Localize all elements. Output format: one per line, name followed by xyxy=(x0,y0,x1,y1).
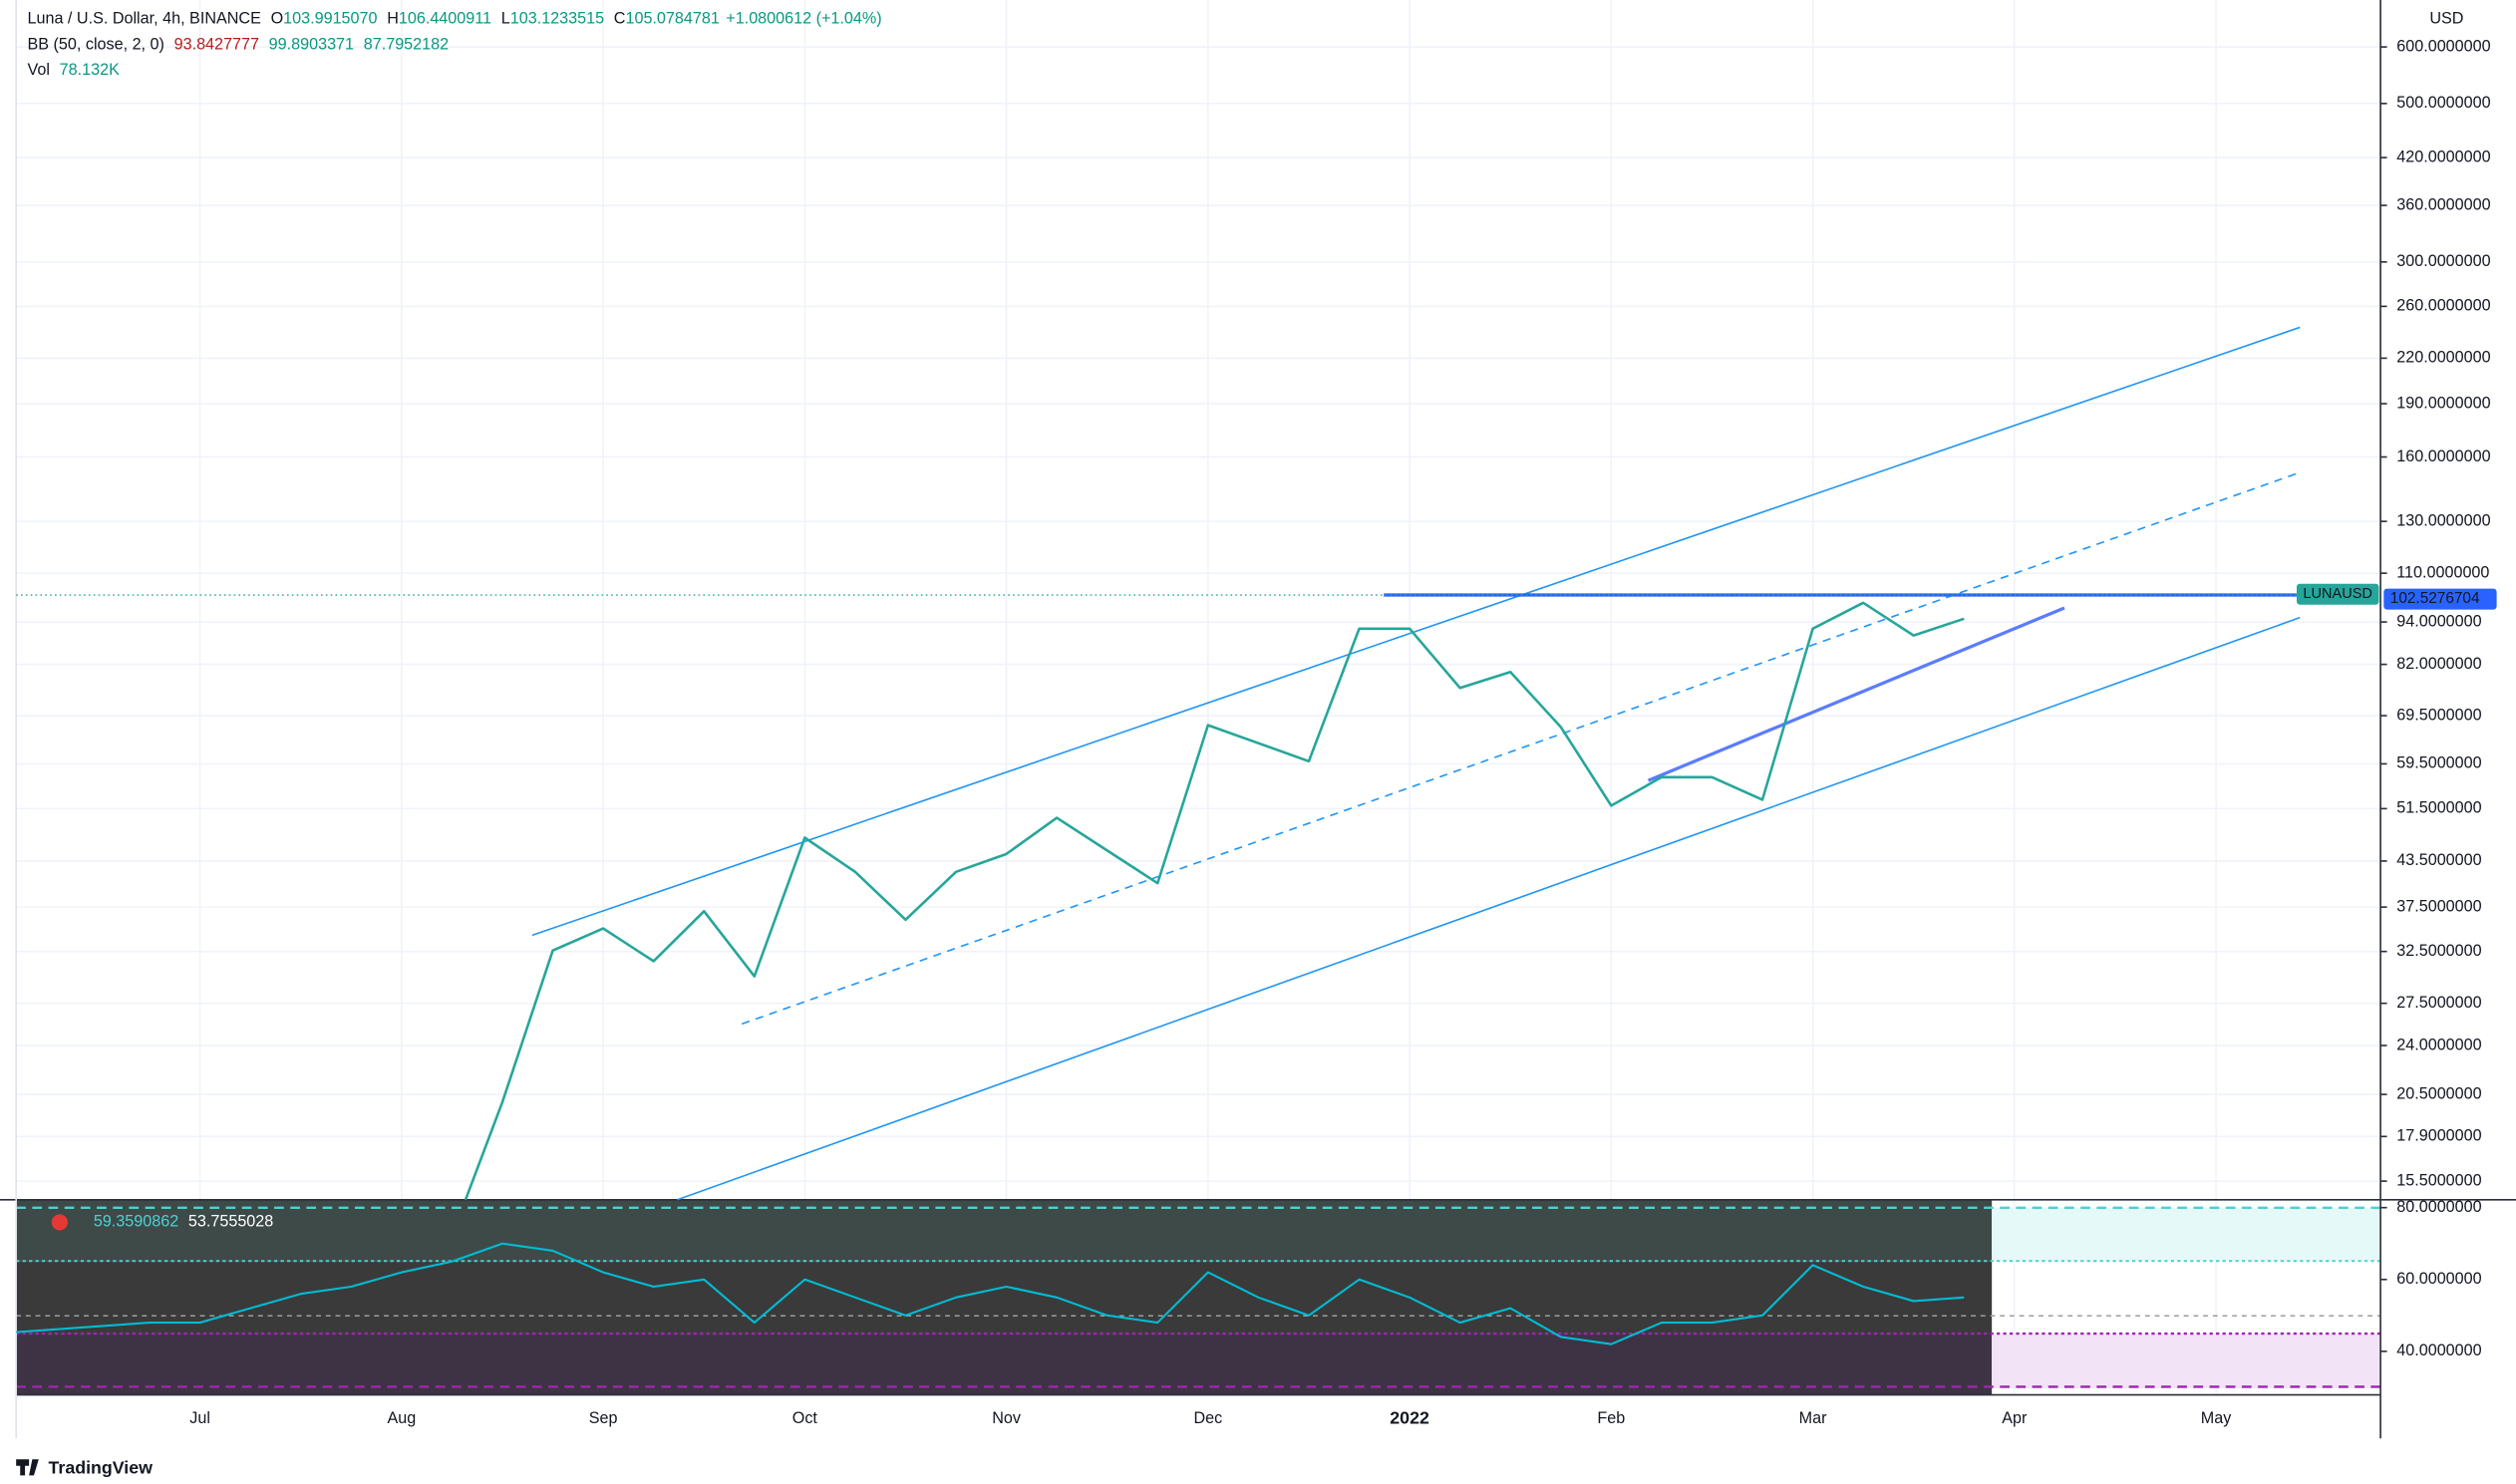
osc-mid-zone xyxy=(16,1261,1993,1335)
x-tick-label: May xyxy=(2201,1409,2232,1427)
legend-text: 106.4400911 xyxy=(399,10,491,28)
x-tick-label: Sep xyxy=(589,1409,618,1427)
y-tick-label: 420.0000000 xyxy=(2396,148,2490,165)
legend-text: Luna / U.S. Dollar, 4h, BINANCE xyxy=(28,10,262,28)
y-tick-label: 160.0000000 xyxy=(2396,447,2490,465)
y-tick-label: 82.0000000 xyxy=(2396,655,2481,673)
y-tick-label: 17.9000000 xyxy=(2396,1127,2481,1145)
y-tick-label: 24.0000000 xyxy=(2396,1036,2481,1053)
legend-text: H xyxy=(387,10,399,28)
brand-name: TradingView xyxy=(49,1458,154,1478)
x-tick-label: Apr xyxy=(2002,1409,2028,1427)
osc-overbought-band xyxy=(1992,1207,2381,1262)
price-axis-unit: USD xyxy=(2429,10,2463,28)
y-tick-label: 40.0000000 xyxy=(2396,1341,2481,1359)
legend-text: +1.0800612 (+1.04%) xyxy=(726,10,881,28)
x-tick-label: 2022 xyxy=(1390,1407,1429,1427)
last-price-label: 102.5276704 xyxy=(2390,590,2480,607)
y-tick-label: 130.0000000 xyxy=(2396,511,2490,529)
y-tick-label: 15.5000000 xyxy=(2396,1171,2481,1189)
legend-text: L xyxy=(501,10,510,28)
series-line xyxy=(16,1242,1965,1345)
legend-text: 87.7952182 xyxy=(364,36,449,54)
x-tick-label: Oct xyxy=(792,1409,818,1427)
osc-indicator-icon xyxy=(51,1214,68,1231)
x-tick-label: Jul xyxy=(189,1409,210,1427)
y-tick-label: 110.0000000 xyxy=(2396,563,2489,581)
y-tick-label: 260.0000000 xyxy=(2396,297,2490,315)
y-tick-label: 300.0000000 xyxy=(2396,252,2490,270)
grid xyxy=(16,0,2381,1395)
legend-text: C xyxy=(614,10,626,28)
last-price-box xyxy=(2383,588,2497,610)
osc-legend: 59.3590862 53.7555028 xyxy=(94,1213,273,1231)
legend-text: O xyxy=(271,10,284,28)
x-tick-label: Feb xyxy=(1597,1409,1625,1427)
y-tick-label: 60.0000000 xyxy=(2396,1270,2481,1288)
y-tick-label: 220.0000000 xyxy=(2396,349,2490,367)
legend-text: 105.0784781 xyxy=(625,10,719,28)
series-line xyxy=(464,601,1965,1200)
y-tick-label: 600.0000000 xyxy=(2396,37,2490,55)
legend-text: BB (50, close, 2, 0) xyxy=(28,36,164,54)
symbol-badge xyxy=(2296,583,2379,605)
channel-lower xyxy=(677,616,2301,1201)
y-tick-label: 59.5000000 xyxy=(2396,754,2481,772)
legend-text: 99.8903371 xyxy=(269,36,354,54)
legend-line: Luna / U.S. Dollar, 4h, BINANCE O103.9915… xyxy=(28,10,882,28)
y-tick-label: 360.0000000 xyxy=(2396,195,2490,213)
osc-lower-zone xyxy=(16,1334,1993,1395)
y-tick-label: 32.5000000 xyxy=(2396,942,2481,960)
y-tick-label: 51.5000000 xyxy=(2396,799,2481,817)
y-tick-label: 27.5000000 xyxy=(2396,994,2481,1012)
legend-text: 53.7555028 xyxy=(188,1213,273,1231)
y-tick-label: 500.0000000 xyxy=(2396,94,2490,112)
x-tick-label: Dec xyxy=(1193,1409,1222,1427)
legend-text: 78.132K xyxy=(60,61,120,79)
channel-upper xyxy=(531,326,2301,937)
osc-upper-zone xyxy=(16,1199,1993,1262)
legend-text: 59.3590862 xyxy=(94,1213,178,1231)
y-tick-label: 94.0000000 xyxy=(2396,612,2481,630)
x-tick-label: Nov xyxy=(992,1409,1022,1427)
brand-logo xyxy=(16,1459,39,1476)
x-tick-label: Aug xyxy=(387,1409,416,1427)
y-tick-label: 37.5000000 xyxy=(2396,897,2481,915)
legend-line: BB (50, close, 2, 0) 93.8427777 99.8903371… xyxy=(28,36,450,54)
y-tick-label: 69.5000000 xyxy=(2396,706,2481,724)
y-tick-label: 190.0000000 xyxy=(2396,394,2490,412)
symbol-badge-label: LUNAUSD xyxy=(2303,586,2372,602)
y-tick-label: 80.0000000 xyxy=(2396,1198,2481,1216)
support-trendline xyxy=(1647,606,2065,782)
osc-oversold-band xyxy=(1992,1334,2381,1389)
y-tick-label: 20.5000000 xyxy=(2396,1084,2481,1102)
legend-text: 93.8427777 xyxy=(174,36,259,54)
legend-line: Vol 78.132K xyxy=(28,61,121,79)
legend-text: 103.9915070 xyxy=(283,10,377,28)
legend-text: 103.1233515 xyxy=(510,10,604,28)
x-tick-label: Mar xyxy=(1799,1409,1827,1427)
y-tick-label: 43.5000000 xyxy=(2396,851,2481,869)
legend-text: Vol xyxy=(28,61,50,79)
